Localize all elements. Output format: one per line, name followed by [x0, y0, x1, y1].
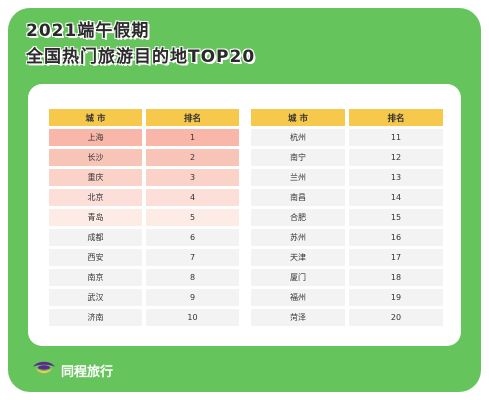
- table-row: 武汉 9 福州 19: [49, 289, 443, 306]
- tongcheng-logo-icon: [32, 359, 56, 381]
- cell-rank-b: 11: [349, 129, 443, 146]
- cell-city-b: 苏州: [251, 229, 345, 246]
- table-gap: [243, 289, 247, 306]
- table-gap: [243, 189, 247, 206]
- cell-city-a: 南京: [49, 269, 142, 286]
- table-gap: [243, 269, 247, 286]
- cell-rank-a: 4: [146, 189, 239, 206]
- cell-city-b: 南宁: [251, 149, 345, 166]
- cell-rank-b: 18: [349, 269, 443, 286]
- cell-rank-a: 5: [146, 209, 239, 226]
- cell-city-a: 青岛: [49, 209, 142, 226]
- cell-city-b: 合肥: [251, 209, 345, 226]
- cell-rank-a: 7: [146, 249, 239, 266]
- cell-rank-b: 13: [349, 169, 443, 186]
- cell-city-b: 菏泽: [251, 309, 345, 326]
- cell-rank-a: 9: [146, 289, 239, 306]
- table-row: 南京 8 厦门 18: [49, 269, 443, 286]
- cell-rank-a: 1: [146, 129, 239, 146]
- title-line-2: 全国热门旅游目的地TOP20: [26, 47, 256, 67]
- cell-rank-a: 6: [146, 229, 239, 246]
- cell-city-a: 济南: [49, 309, 142, 326]
- table-gap: [243, 129, 247, 146]
- table-gap: [243, 169, 247, 186]
- cell-rank-b: 16: [349, 229, 443, 246]
- table-gap: [243, 229, 247, 246]
- cell-city-a: 成都: [49, 229, 142, 246]
- table-gap: [243, 249, 247, 266]
- poster-frame: 2021端午假期 全国热门旅游目的地TOP20 城 市 排名 城 市 排名 上海…: [8, 8, 481, 392]
- table-gap: [243, 209, 247, 226]
- table-gap: [243, 149, 247, 166]
- cell-city-b: 南昌: [251, 189, 345, 206]
- table-row: 重庆 3 兰州 13: [49, 169, 443, 186]
- cell-city-b: 杭州: [251, 129, 345, 146]
- header-rank-right: 排名: [349, 109, 443, 126]
- ranking-card: 城 市 排名 城 市 排名 上海 1 杭州 11 长沙 2 南宁 12 重庆 3 兰州 13 北京 4 南昌…: [28, 84, 461, 346]
- cell-city-a: 西安: [49, 249, 142, 266]
- cell-rank-a: 8: [146, 269, 239, 286]
- cell-city-a: 上海: [49, 129, 142, 146]
- table-row: 济南 10 菏泽 20: [49, 309, 443, 326]
- cell-city-b: 天津: [251, 249, 345, 266]
- cell-city-a: 长沙: [49, 149, 142, 166]
- cell-rank-b: 19: [349, 289, 443, 306]
- cell-city-b: 兰州: [251, 169, 345, 186]
- cell-rank-b: 15: [349, 209, 443, 226]
- cell-rank-b: 17: [349, 249, 443, 266]
- table-row: 西安 7 天津 17: [49, 249, 443, 266]
- cell-rank-b: 14: [349, 189, 443, 206]
- cell-rank-b: 12: [349, 149, 443, 166]
- header-city-right: 城 市: [251, 109, 345, 126]
- cell-rank-a: 3: [146, 169, 239, 186]
- header-rank-left: 排名: [146, 109, 239, 126]
- table-row: 青岛 5 合肥 15: [49, 209, 443, 226]
- title-line-1: 2021端午假期: [26, 21, 150, 41]
- cell-city-a: 武汉: [49, 289, 142, 306]
- cell-city-a: 北京: [49, 189, 142, 206]
- header-city-left: 城 市: [49, 109, 142, 126]
- table-row: 成都 6 苏州 16: [49, 229, 443, 246]
- cell-city-a: 重庆: [49, 169, 142, 186]
- cell-rank-a: 10: [146, 309, 239, 326]
- brand-logo: 同程旅行: [32, 358, 113, 382]
- table-gap: [243, 309, 247, 326]
- cell-rank-b: 20: [349, 309, 443, 326]
- table-gap: [243, 109, 247, 126]
- cell-city-b: 福州: [251, 289, 345, 306]
- brand-name: 同程旅行: [61, 364, 114, 380]
- ranking-table: 城 市 排名 城 市 排名 上海 1 杭州 11 长沙 2 南宁 12 重庆 3 兰州 13 北京 4 南昌…: [45, 106, 447, 329]
- table-header-row: 城 市 排名 城 市 排名: [49, 109, 443, 126]
- table-row: 上海 1 杭州 11: [49, 129, 443, 146]
- cell-rank-a: 2: [146, 149, 239, 166]
- table-row: 长沙 2 南宁 12: [49, 149, 443, 166]
- cell-city-b: 厦门: [251, 269, 345, 286]
- table-row: 北京 4 南昌 14: [49, 189, 443, 206]
